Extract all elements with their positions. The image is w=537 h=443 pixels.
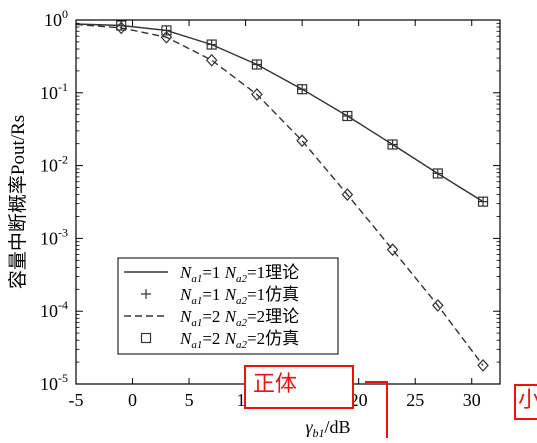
series-line-3 xyxy=(75,23,484,366)
square-marker xyxy=(342,110,353,122)
legend-label: Na1=1 Na2=1仿真 xyxy=(179,285,299,307)
annotation-box-xiao xyxy=(514,384,537,420)
x-tick-label: 20 xyxy=(350,390,368,410)
annotation-label-zhengti: 正体 xyxy=(253,372,298,397)
diamond-marker xyxy=(115,21,128,35)
y-tick-label: 10-3 xyxy=(40,225,68,248)
diamond-marker xyxy=(296,134,308,148)
y-tick-label: 10-2 xyxy=(40,153,68,176)
x-tick-label: -5 xyxy=(69,390,84,410)
diamond-marker xyxy=(341,188,354,201)
y-axis-label: 容量中断概率Pout/Rs xyxy=(7,115,29,289)
plus-marker xyxy=(251,59,262,70)
annotation-connectors xyxy=(365,381,388,438)
annotation-box-zhengti xyxy=(244,365,354,409)
square-marker xyxy=(206,39,217,50)
plus-marker xyxy=(478,196,489,207)
legend-label: Na1=2 Na2=2仿真 xyxy=(179,329,299,351)
plus-marker xyxy=(387,139,398,150)
legend-label: Na1=1 Na2=1理论 xyxy=(179,263,299,285)
diamond-marker xyxy=(160,30,173,44)
legend-label: Na1=2 Na2=2理论 xyxy=(179,307,299,329)
square-marker xyxy=(432,168,443,179)
plus-marker xyxy=(206,39,217,50)
y-tick-label: 10-4 xyxy=(40,298,68,321)
annotation-label-xiao: 小 xyxy=(518,388,537,413)
legend-plus-marker xyxy=(141,289,151,299)
square-marker xyxy=(387,139,398,150)
square-marker xyxy=(251,59,263,70)
diamond-marker xyxy=(251,88,263,101)
annotation-connector xyxy=(365,381,388,438)
square-marker xyxy=(116,20,127,31)
square-marker xyxy=(477,196,489,207)
x-tick-label: 5 xyxy=(185,390,194,410)
plus-marker xyxy=(432,168,443,179)
marker-layer xyxy=(115,20,489,372)
label-layer: -505101520253010010-110-210-310-410-5容量中… xyxy=(7,7,481,440)
x-tick-label: 25 xyxy=(406,390,424,410)
square-marker xyxy=(161,25,172,36)
legend-box xyxy=(117,257,339,355)
diamond-marker xyxy=(386,243,399,257)
series-line-1 xyxy=(75,23,484,203)
x-tick-label: 30 xyxy=(463,390,481,410)
series-layer xyxy=(75,23,484,366)
x-axis-label: γb1/dB xyxy=(305,417,350,438)
plus-marker xyxy=(342,111,353,122)
y-tick-label: 10-1 xyxy=(40,80,68,103)
y-tick-label: 10-5 xyxy=(40,371,68,394)
diamond-marker xyxy=(432,299,444,312)
plus-marker xyxy=(161,25,172,36)
x-tick-label: 0 xyxy=(128,390,137,410)
square-marker xyxy=(297,84,308,95)
diamond-marker xyxy=(205,53,218,67)
y-tick-label: 100 xyxy=(44,7,68,30)
plus-marker xyxy=(297,84,308,95)
tick-layer xyxy=(75,19,500,385)
diamond-marker xyxy=(477,359,489,372)
legend-square-marker xyxy=(140,332,152,344)
